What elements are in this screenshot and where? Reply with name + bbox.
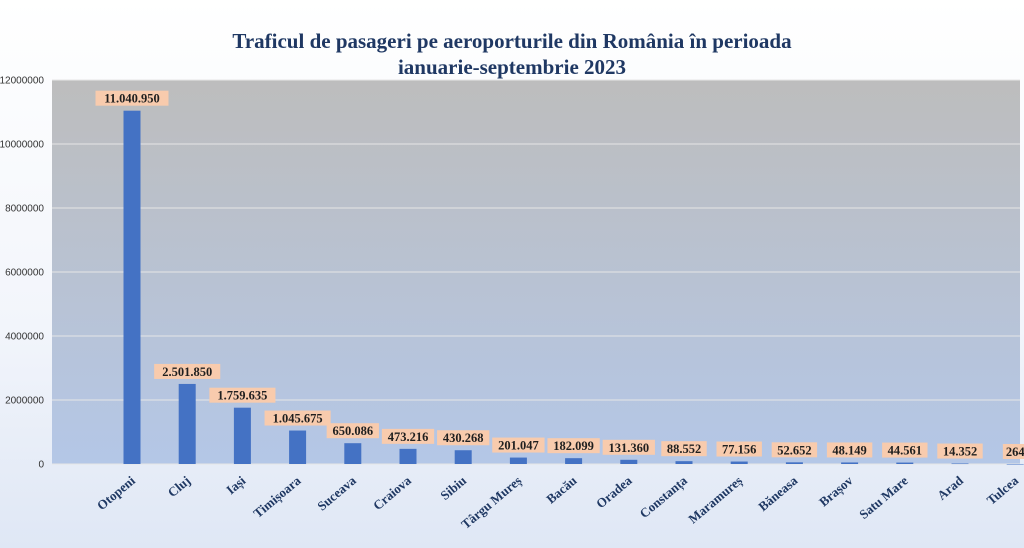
- data-label-background: [437, 430, 490, 446]
- bar: [730, 461, 748, 464]
- chart-title-line-1: Traficul de pasageri pe aeroporturile di…: [232, 29, 792, 53]
- data-label: 430.268: [443, 431, 484, 445]
- category-label: Iași: [223, 473, 249, 499]
- bar: [620, 459, 638, 464]
- bar: [123, 110, 141, 464]
- category-label: Satu Mare: [856, 473, 911, 522]
- bar: [289, 430, 307, 464]
- data-label: 44.561: [888, 444, 922, 458]
- data-label-background: [661, 441, 707, 457]
- bar: [399, 448, 417, 464]
- data-label-background: [209, 387, 276, 403]
- bar: [951, 463, 969, 465]
- bar: [675, 461, 693, 464]
- category-label: Constanța: [637, 472, 691, 521]
- y-tick-label: 2000000: [5, 396, 44, 407]
- bar: [1006, 463, 1024, 465]
- category-label: Sibiu: [437, 473, 469, 503]
- bar: [896, 462, 914, 464]
- data-label-background: [547, 438, 600, 454]
- data-label-background: [771, 442, 818, 458]
- category-label: Otopeni: [94, 473, 138, 514]
- bar: [233, 407, 251, 464]
- bar: [344, 443, 362, 464]
- data-label: 14.352: [943, 445, 977, 459]
- bar: [785, 462, 803, 464]
- bar: [454, 450, 472, 464]
- data-label-background: [937, 443, 983, 459]
- data-label: 88.552: [667, 442, 701, 456]
- bar: [841, 462, 859, 464]
- data-label: 1.759.635: [217, 389, 267, 403]
- chart-title-line-2: ianuarie-septembrie 2023: [397, 55, 627, 79]
- bars: [123, 110, 1024, 465]
- data-label-background: [716, 441, 762, 457]
- data-label-background: [492, 437, 545, 453]
- data-label: 473.216: [388, 430, 429, 444]
- data-label: 48.149: [832, 443, 866, 457]
- y-tick-label: 8000000: [5, 204, 44, 215]
- y-tick-label: 6000000: [5, 268, 44, 279]
- data-label-background: [1002, 443, 1024, 459]
- data-label: 77.156: [722, 443, 756, 457]
- chart-title: Traficul de pasageri pe aeroporturile di…: [0, 28, 1024, 80]
- category-label: Maramureș: [685, 473, 745, 527]
- category-label: Suceava: [314, 472, 359, 513]
- data-label: 2.501.850: [162, 365, 212, 379]
- data-label: 1.045.675: [273, 412, 323, 426]
- category-label: Arad: [934, 472, 966, 503]
- y-tick-label: 10000000: [0, 140, 44, 151]
- data-label-background: [264, 410, 331, 426]
- data-label: 11.040.950: [104, 92, 160, 106]
- category-label: Brașov: [816, 472, 857, 510]
- category-label: Băneasa: [755, 472, 800, 514]
- category-label: Craiova: [370, 472, 414, 513]
- category-label: Târgu Mureș: [458, 473, 525, 533]
- y-tick-label: 4000000: [5, 332, 44, 343]
- data-labels: 11.040.950 2.501.850 1.759.635 1.045.675 650…: [95, 90, 1024, 459]
- bar: [178, 383, 196, 464]
- data-label: 52.652: [777, 443, 811, 457]
- data-label: 650.086: [332, 424, 373, 438]
- bar: [509, 457, 527, 464]
- x-axis-category-labels: Otopeni Cluj Iași Timișoara Suceava Craiova Si…: [94, 472, 1022, 532]
- data-label: 264: [1006, 445, 1024, 459]
- y-tick-label: 12000000: [0, 76, 44, 87]
- category-label: Timișoara: [250, 472, 304, 521]
- y-tick-label: 0: [38, 460, 44, 471]
- data-label-background: [95, 90, 169, 106]
- data-label-background: [882, 442, 928, 458]
- category-label: Tulcea: [984, 472, 1022, 507]
- data-label: 131.360: [608, 441, 649, 455]
- category-label: Cluj: [165, 473, 193, 500]
- data-label-background: [602, 439, 655, 455]
- data-label-background: [381, 428, 435, 444]
- data-label-background: [326, 423, 379, 439]
- data-label-background: [154, 363, 221, 379]
- category-label: Oradea: [593, 472, 635, 511]
- category-label: Bacău: [543, 473, 579, 507]
- y-axis-tick-labels: 0 2000000 4000000 6000000 8000000 10000000 120…: [0, 76, 44, 471]
- data-label: 182.099: [553, 439, 594, 453]
- bar: [565, 458, 583, 464]
- data-label: 201.047: [498, 439, 539, 453]
- data-label-background: [826, 442, 873, 458]
